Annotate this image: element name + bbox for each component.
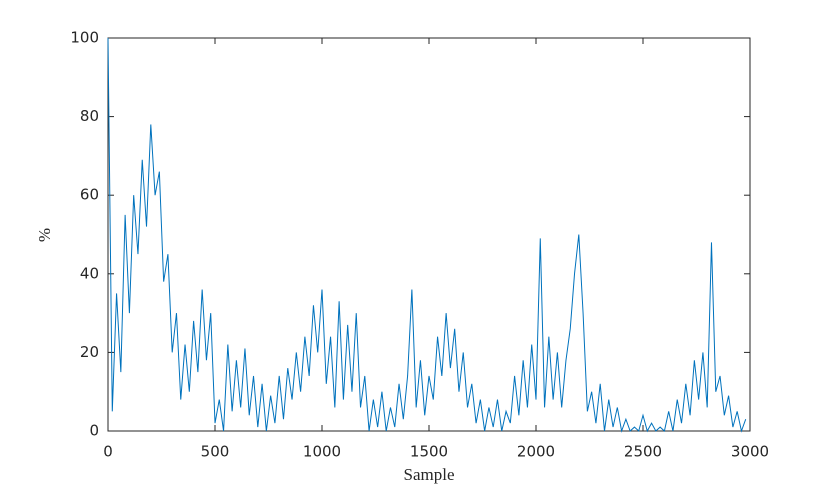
x-tick-label: 2500	[624, 443, 662, 461]
y-tick-label: 80	[80, 107, 99, 125]
y-tick-label: 100	[70, 29, 99, 47]
y-tick-label: 0	[89, 422, 99, 440]
y-tick-label: 40	[80, 264, 99, 282]
x-tick-label: 3000	[731, 443, 769, 461]
y-tick-label: 20	[80, 343, 99, 361]
x-tick-label: 2000	[517, 443, 555, 461]
y-axis-label: %	[35, 228, 54, 242]
x-axis-label: Sample	[404, 465, 455, 484]
data-line	[107, 37, 747, 433]
x-tick-label: 1500	[410, 443, 448, 461]
x-tick-label: 0	[103, 443, 113, 461]
plot-box	[107, 37, 751, 432]
y-tick-label: 60	[80, 186, 99, 204]
x-tick-label: 1000	[303, 443, 341, 461]
x-tick-label: 500	[201, 443, 230, 461]
